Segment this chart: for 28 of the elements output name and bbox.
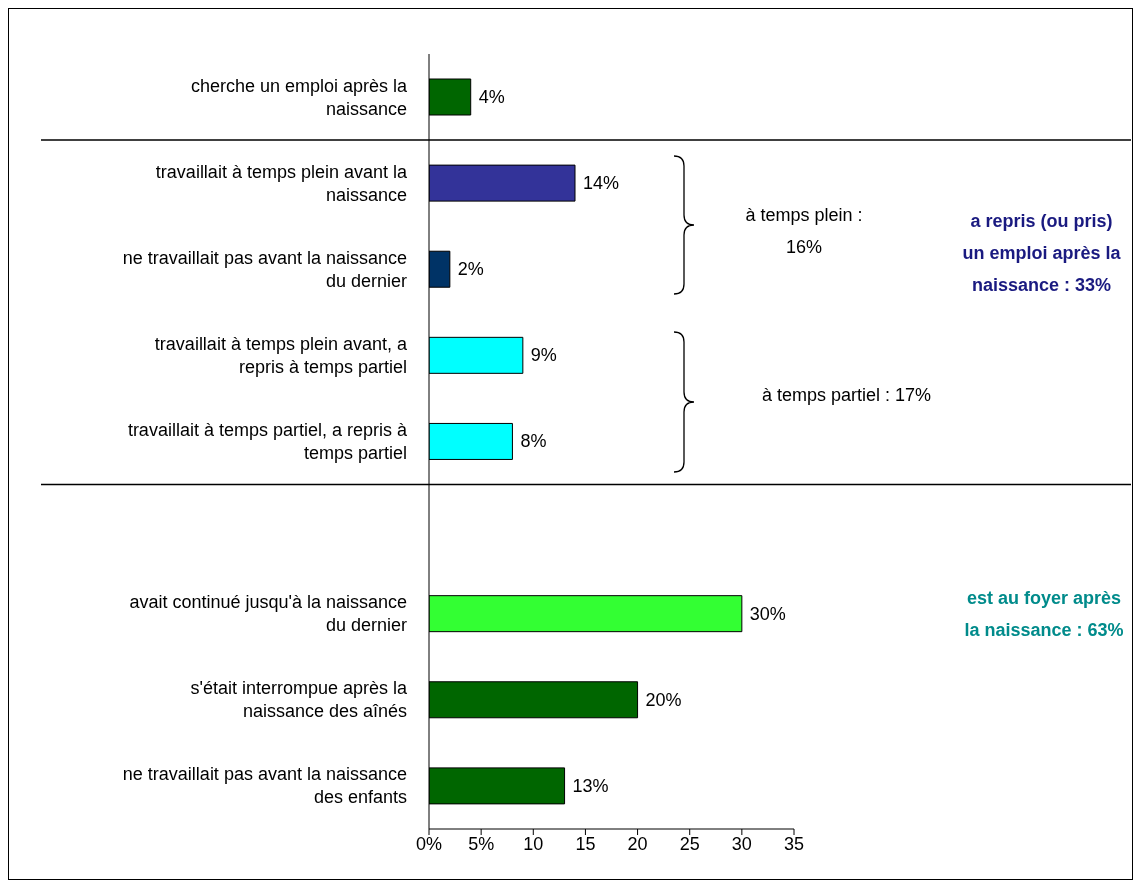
text: est au foyer après la naissance : 63% (964, 587, 1124, 642)
y-tick-label: travaillait à temps plein avant, a repris à temps partiel (154, 333, 408, 377)
text: a repris (ou pris) un emploi après la naissance : 33% (961, 210, 1122, 297)
y-tick-label: travaillait à temps plein avant la naissance (155, 161, 408, 205)
annotation: à temps plein : 16% (744, 204, 864, 259)
y-tick-label: cherche un emploi après la naissance (190, 75, 408, 119)
y-tick-label: travaillait à temps partiel, a repris à temps partiel (127, 420, 408, 463)
x-tick-label: 10 (523, 833, 544, 854)
x-tick-label: 15 (575, 833, 596, 854)
data-label: 9% (530, 345, 557, 366)
data-label: 30% (749, 603, 786, 624)
y-tick-label: avait continué jusqu'à la naissance du dernier (129, 592, 407, 636)
data-label: 2% (457, 259, 484, 280)
data-label: 4% (478, 87, 505, 107)
x-tick-label: 0% (415, 833, 443, 854)
y-tick-label: ne travaillait pas avant la naissance des enfants (122, 764, 407, 808)
y-tick-label: s'était interrompue après la naissance des aînés (190, 678, 408, 722)
data-label: 13% (572, 775, 609, 796)
x-tick-label: 5% (468, 833, 495, 854)
x-tick-label: 30 (731, 833, 752, 854)
x-tick-label: 25 (679, 833, 700, 854)
x-tick-label: 35 (783, 833, 805, 854)
data-label: 14% (583, 173, 620, 194)
data-label: 8% (520, 431, 547, 452)
x-tick-label: 20 (627, 833, 648, 854)
data-label: 20% (645, 689, 682, 710)
annotation: à temps partiel : 17% (760, 384, 933, 407)
y-tick-label: ne travaillait pas avant la naissance du dernier (122, 247, 407, 291)
